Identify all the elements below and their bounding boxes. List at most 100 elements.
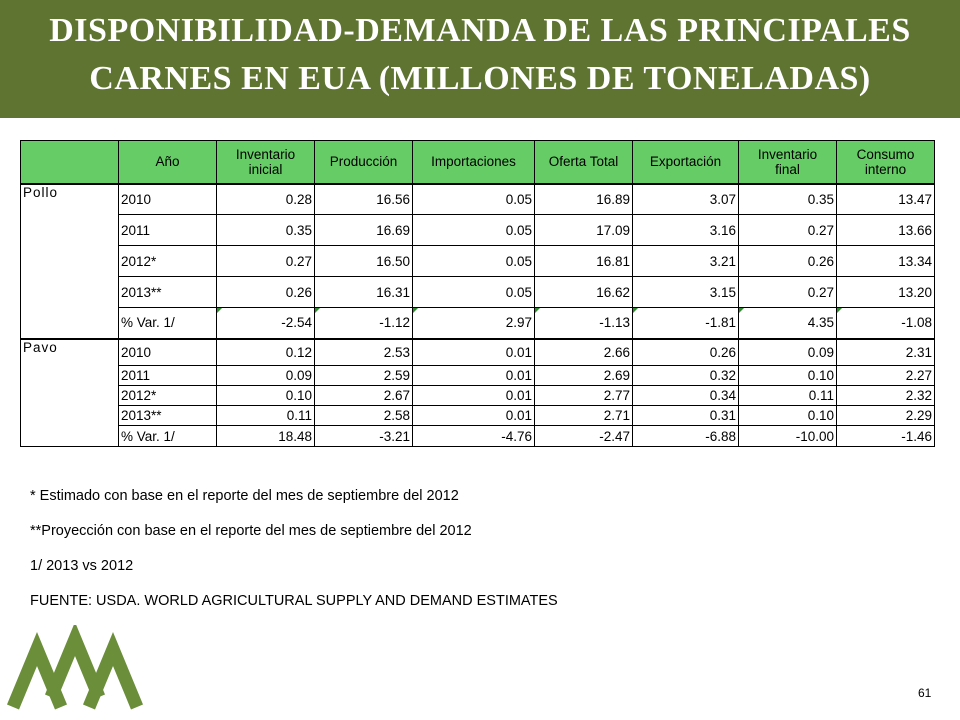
table-cell: -10.00 [738, 425, 837, 447]
header-final-inventory: Inventario final [738, 140, 837, 184]
table-cell: 3.16 [632, 214, 739, 246]
header-corner [20, 140, 119, 184]
table-row: 2012* 0.10 2.67 0.01 2.77 0.34 0.11 2.32 [21, 385, 935, 406]
page-number: 61 [918, 686, 932, 700]
table-cell: -3.21 [314, 425, 413, 447]
table-cell: 0.32 [632, 365, 739, 386]
table-cell: 0.09 [216, 365, 315, 386]
table-cell: 0.10 [216, 385, 315, 406]
table-cell: -6.88 [632, 425, 739, 447]
table-cell: 2.32 [836, 385, 935, 406]
table-cell: 3.07 [632, 182, 739, 215]
table-cell: 16.69 [314, 214, 413, 246]
table-row: 2013** 0.11 2.58 0.01 2.71 0.31 0.10 2.2… [21, 405, 935, 426]
footnotes: * Estimado con base en el reporte del me… [30, 488, 558, 628]
supply-demand-table: Año Inventario inicial Producción Importa… [20, 140, 935, 447]
table-cell: 2010 [118, 337, 217, 366]
table-cell: 0.05 [412, 182, 535, 215]
table-row: 2012* 0.27 16.50 0.05 16.81 3.21 0.26 13… [21, 245, 935, 277]
table-cell: 0.05 [412, 245, 535, 277]
table-cell: -1.08 [836, 307, 935, 339]
page-title-line-1: DISPONIBILIDAD-DEMANDA DE LAS PRINCIPALE… [49, 12, 911, 49]
group-label-pavo: Pavo [20, 337, 119, 447]
header-production: Producción [314, 140, 413, 184]
table-cell: 0.01 [412, 337, 535, 366]
header-imports: Importaciones [412, 140, 535, 184]
table-row: 2011 0.09 2.59 0.01 2.69 0.32 0.10 2.27 [21, 365, 935, 386]
header-exports: Exportación [632, 140, 739, 184]
table-cell: -2.54 [216, 307, 315, 339]
table-cell: 2.58 [314, 405, 413, 426]
table-cell: 0.26 [632, 337, 739, 366]
table-cell: -1.81 [632, 307, 739, 339]
table-cell: 0.12 [216, 337, 315, 366]
table-cell: 2011 [118, 214, 217, 246]
table-row: 2011 0.35 16.69 0.05 17.09 3.16 0.27 13.… [21, 214, 935, 246]
table-cell: 0.34 [632, 385, 739, 406]
table-cell: 0.27 [216, 245, 315, 277]
table-cell: 3.21 [632, 245, 739, 277]
table-cell: 4.35 [738, 307, 837, 339]
table-cell: 0.26 [738, 245, 837, 277]
table-cell: 16.31 [314, 276, 413, 308]
table-cell: 18.48 [216, 425, 315, 447]
footnote-variation: 1/ 2013 vs 2012 [30, 558, 134, 574]
table-cell: 3.15 [632, 276, 739, 308]
table-cell: 0.11 [738, 385, 837, 406]
table-row: Pavo 2010 0.12 2.53 0.01 2.66 0.26 0.09 … [20, 337, 935, 447]
table-cell: 0.10 [738, 365, 837, 386]
table-cell: 2013** [118, 276, 217, 308]
table-cell: 16.62 [534, 276, 633, 308]
title-banner: DISPONIBILIDAD-DEMANDA DE LAS PRINCIPALE… [0, 0, 960, 118]
table-header-row: Año Inventario inicial Producción Importa… [20, 140, 935, 184]
table-cell: 2.67 [314, 385, 413, 406]
table-cell: 0.31 [632, 405, 739, 426]
header-total-supply: Oferta Total [534, 140, 633, 184]
table-cell: 0.01 [412, 405, 535, 426]
table-cell: 0.28 [216, 182, 315, 215]
table-cell: -4.76 [412, 425, 535, 447]
table-cell: 2.31 [836, 337, 935, 366]
table-cell: 13.20 [836, 276, 935, 308]
table-cell: 2.69 [534, 365, 633, 386]
table-cell: 2.27 [836, 365, 935, 386]
table-cell: 0.35 [738, 182, 837, 215]
footnote-projection: **Proyección con base en el reporte del … [30, 523, 472, 539]
table-cell: 0.05 [412, 276, 535, 308]
table-cell: 13.34 [836, 245, 935, 277]
mountain-peaks-logo-icon [6, 625, 144, 710]
table-cell: % Var. 1/ [118, 307, 217, 339]
table-cell: 2.77 [534, 385, 633, 406]
table-cell: 2010 [118, 182, 217, 215]
table-cell: % Var. 1/ [118, 425, 217, 447]
footnote-source: FUENTE: USDA. WORLD AGRICULTURAL SUPPLY … [30, 593, 558, 609]
table-cell: 0.11 [216, 405, 315, 426]
table-cell: 2.71 [534, 405, 633, 426]
table-cell: 0.01 [412, 365, 535, 386]
table-cell: 2012* [118, 385, 217, 406]
header-domestic-consumption: Consumo interno [836, 140, 935, 184]
table-cell: 16.56 [314, 182, 413, 215]
header-year: Año [118, 140, 217, 184]
table-row: % Var. 1/ 18.48 -3.21 -4.76 -2.47 -6.88 … [21, 425, 935, 447]
table-cell: 2.29 [836, 405, 935, 426]
header-initial-inventory: Inventario inicial [216, 140, 315, 184]
table-cell: -2.47 [534, 425, 633, 447]
table-cell: 0.35 [216, 214, 315, 246]
table-cell: 2.66 [534, 337, 633, 366]
table-cell: 0.01 [412, 385, 535, 406]
table-cell: 2.97 [412, 307, 535, 339]
table-cell: 2011 [118, 365, 217, 386]
table-cell: 2.59 [314, 365, 413, 386]
table-cell: -1.46 [836, 425, 935, 447]
footnote-estimate: * Estimado con base en el reporte del me… [30, 488, 459, 504]
table-row: 2013** 0.26 16.31 0.05 16.62 3.15 0.27 1… [21, 276, 935, 308]
table-row: % Var. 1/ -2.54 -1.12 2.97 -1.13 -1.81 4… [21, 307, 935, 339]
table-cell: 0.10 [738, 405, 837, 426]
table-cell: -1.13 [534, 307, 633, 339]
table-cell: 13.47 [836, 182, 935, 215]
table-cell: 0.27 [738, 276, 837, 308]
table-row: Pollo 2010 0.28 16.56 0.05 16.89 3.07 0.… [20, 182, 935, 339]
table-cell: 0.26 [216, 276, 315, 308]
table-cell: 16.81 [534, 245, 633, 277]
